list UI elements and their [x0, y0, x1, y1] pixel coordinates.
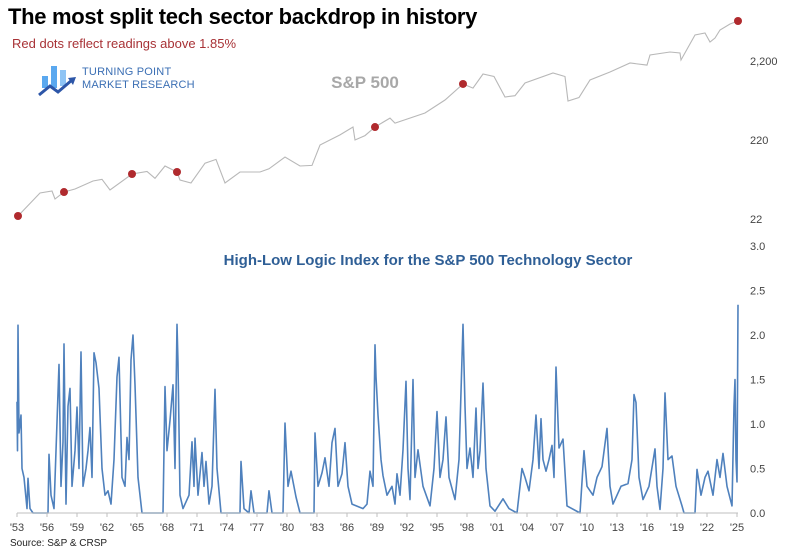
index-y-tick-label: 1.5 — [750, 375, 765, 387]
x-tick-label: '80 — [280, 522, 294, 534]
sp500-y-tick-label: 22 — [750, 214, 762, 226]
x-tick-label: '92 — [400, 522, 414, 534]
x-tick-label: '04 — [520, 522, 534, 534]
source-note: Source: S&P & CRSP — [10, 538, 108, 549]
index-line — [16, 304, 739, 514]
logo-line-1: TURNING POINT — [82, 66, 172, 78]
x-tick-label: '07 — [550, 522, 564, 534]
x-tick-label: '13 — [610, 522, 624, 534]
red-dots — [14, 16, 742, 221]
red-dot — [128, 169, 136, 178]
index-y-tick-label: 3.0 — [750, 241, 765, 253]
x-axis: '53 '56 '59 '62 '65 '68 '71 '74 '77 '80 '83 '86 '89 '… — [10, 513, 744, 534]
x-tick-label: '01 — [490, 522, 504, 534]
red-dot — [14, 212, 22, 221]
x-tick-label: '56 — [40, 522, 54, 534]
x-tick-label: '65 — [130, 522, 144, 534]
red-dot — [734, 16, 742, 25]
x-tick-label: '53 — [10, 522, 24, 534]
logo-line-2: MARKET RESEARCH — [82, 79, 195, 91]
turning-point-logo: TURNING POINT MARKET RESEARCH — [38, 60, 198, 100]
index-y-tick-label: 0.0 — [750, 508, 765, 520]
sp500-y-tick-label: 2,200 — [750, 56, 778, 68]
x-tick-label: '59 — [70, 522, 84, 534]
chart-title: The most split tech sector backdrop in h… — [8, 4, 478, 29]
sp500-series-label: S&P 500 — [331, 73, 399, 92]
x-tick-label: '19 — [670, 522, 684, 534]
x-tick-label: '74 — [220, 522, 234, 534]
logo-chart-icon — [38, 66, 76, 97]
index-y-tick-label: 0.5 — [750, 464, 765, 476]
red-dot — [371, 123, 379, 132]
x-tick-label: '16 — [640, 522, 654, 534]
x-tick-label: '62 — [100, 522, 114, 534]
red-dot — [459, 79, 467, 88]
sp500-line — [17, 20, 739, 217]
x-tick-label: '68 — [160, 522, 174, 534]
sp500-y-tick-label: 220 — [750, 135, 768, 147]
red-dot — [173, 167, 181, 176]
index-y-tick-label: 2.5 — [750, 286, 765, 298]
red-dot — [60, 188, 68, 197]
x-tick-label: '25 — [730, 522, 744, 534]
chart-subtitle: Red dots reflect readings above 1.85% — [12, 36, 237, 51]
x-tick-label: '22 — [700, 522, 714, 534]
x-tick-label: '77 — [250, 522, 264, 534]
x-tick-label: '10 — [580, 522, 594, 534]
x-tick-label: '98 — [460, 522, 474, 534]
x-tick-label: '86 — [340, 522, 354, 534]
index-y-tick-label: 1.0 — [750, 419, 765, 431]
x-tick-label: '95 — [430, 522, 444, 534]
x-tick-label: '83 — [310, 522, 324, 534]
index-chart-title: High-Low Logic Index for the S&P 500 Tec… — [224, 252, 633, 269]
index-y-axis: 0.0 0.5 1.0 1.5 2.0 2.5 3.0 — [750, 241, 765, 520]
x-tick-label: '89 — [370, 522, 384, 534]
index-y-tick-label: 2.0 — [750, 330, 765, 342]
x-tick-label: '71 — [190, 522, 204, 534]
sp500-y-axis: 22 220 2,200 — [750, 56, 778, 226]
